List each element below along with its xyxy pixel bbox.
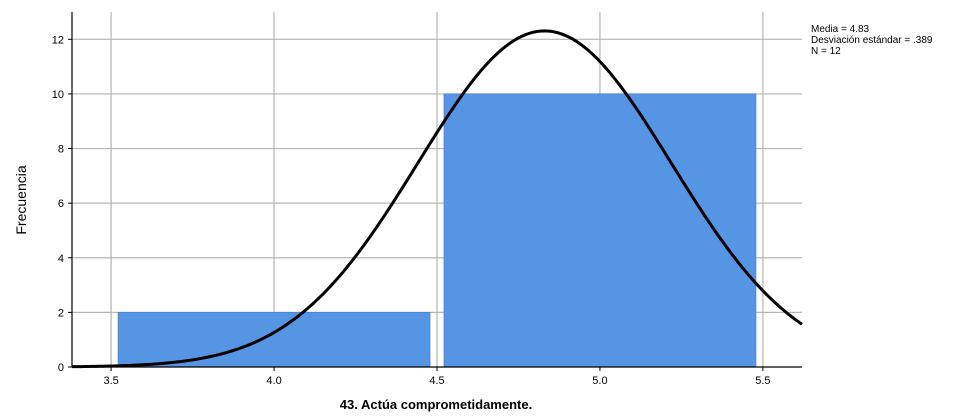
y-tick-label: 6: [58, 198, 64, 210]
y-axis-label: Frecuencia: [13, 165, 29, 234]
stat-mean: Media = 4.83: [811, 24, 870, 35]
x-tick-label: 5.0: [592, 375, 607, 387]
x-tick-label: 5.5: [755, 375, 770, 387]
x-tick-label: 3.5: [103, 375, 118, 387]
y-tick-label: 0: [58, 362, 64, 374]
y-tick-labels: 0 2 4 6 8 10 12: [52, 34, 64, 374]
stat-n: N = 12: [811, 46, 841, 57]
normal-curve: [71, 29, 803, 369]
histogram-bars: [117, 93, 757, 368]
histogram-bar-1: [117, 311, 431, 368]
y-tick-label: 2: [58, 307, 64, 319]
x-tick-label: 4.0: [266, 375, 281, 387]
y-tick-label: 10: [52, 89, 64, 101]
x-tick-labels: 3.5 4.0 4.5 5.0 5.5: [103, 375, 770, 387]
stat-std-dev: Desviación estándar = .389: [811, 35, 933, 46]
y-tick-label: 4: [58, 253, 64, 265]
x-axis-label: 43. Actúa comprometidamente.: [340, 397, 532, 412]
normal-curve-group: [71, 29, 803, 369]
histogram-bar-2: [443, 93, 757, 368]
y-tick-label: 8: [58, 144, 64, 156]
y-tick-label: 12: [52, 34, 64, 46]
axes: [68, 12, 802, 371]
x-tick-label: 4.5: [429, 375, 444, 387]
